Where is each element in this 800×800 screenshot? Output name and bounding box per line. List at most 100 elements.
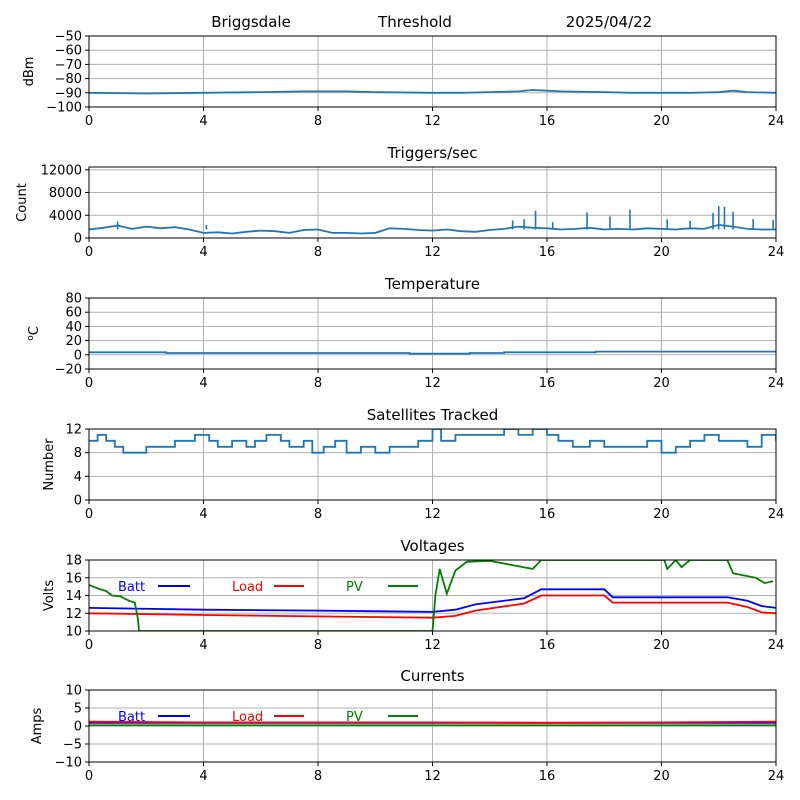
x-tick-label: 24: [768, 638, 785, 653]
x-tick-label: 4: [199, 638, 207, 653]
header-mode: Threshold: [377, 13, 452, 31]
series-line-load: [89, 594, 776, 619]
x-tick-label: 16: [539, 769, 556, 784]
y-tick-label: 12000: [41, 163, 82, 178]
chart-panel-1: 0 4 8 12 16 20 24 −100−90−80−70−60−50 dBm: [22, 30, 784, 130]
x-tick-label: 20: [653, 114, 670, 129]
chart-panel-5: 0 4 8 12 16 20 24 10 12 14 16 18 Voltages Volts Batt Lo…: [42, 537, 784, 653]
series-line-pv: [89, 560, 774, 631]
y-tick-label: 20: [65, 334, 82, 349]
x-tick-label: 16: [539, 245, 556, 260]
series-line-load: [89, 720, 776, 724]
x-tick-label: 8: [314, 114, 322, 129]
y-axis-label: dBm: [22, 57, 37, 87]
legend-label-pv: PV: [346, 710, 363, 725]
chart-title: Voltages: [400, 537, 464, 555]
x-tick-label: 8: [314, 769, 322, 784]
x-tick-label: 0: [85, 114, 93, 129]
legend-label-pv: PV: [346, 580, 363, 595]
x-tick-label: 0: [85, 376, 93, 391]
y-tick-label: −80: [55, 72, 82, 87]
chart-title: Temperature: [384, 275, 480, 293]
y-tick-label: 8000: [49, 186, 82, 201]
x-tick-label: 20: [653, 376, 670, 391]
header-station: Briggsdale: [211, 13, 291, 31]
legend-label-batt: Batt: [118, 710, 145, 725]
x-tick-label: 20: [653, 507, 670, 522]
chart-title: Triggers/sec: [387, 144, 478, 162]
x-tick-label: 20: [653, 638, 670, 653]
series-line-batt: [89, 588, 776, 613]
y-axis-label: oC: [26, 326, 42, 341]
x-tick-label: 24: [768, 507, 785, 522]
x-tick-label: 16: [539, 507, 556, 522]
y-tick-label: −90: [55, 86, 82, 101]
y-tick-label: 12: [65, 423, 82, 438]
chart-title: Satellites Tracked: [367, 406, 498, 424]
chart-panel-2: 0 4 8 12 16 20 24 0 4000 8000 12000 Triggers/sec Cou…: [15, 144, 784, 260]
y-tick-label: 0: [74, 348, 82, 363]
y-tick-label: 12: [65, 607, 82, 622]
y-tick-label: 16: [65, 571, 82, 586]
x-tick-label: 12: [424, 376, 441, 391]
x-tick-label: 8: [314, 507, 322, 522]
legend-label-load: Load: [232, 580, 263, 595]
y-tick-label: 40: [65, 320, 82, 335]
x-tick-label: 20: [653, 769, 670, 784]
x-tick-label: 0: [85, 507, 93, 522]
x-tick-label: 12: [424, 769, 441, 784]
x-tick-label: 4: [199, 507, 207, 522]
y-tick-label: −60: [55, 44, 82, 59]
x-tick-label: 8: [314, 376, 322, 391]
x-tick-label: 24: [768, 245, 785, 260]
x-tick-label: 8: [314, 638, 322, 653]
x-tick-label: 4: [199, 376, 207, 391]
x-tick-label: 20: [653, 245, 670, 260]
legend-label-load: Load: [232, 710, 263, 725]
x-tick-label: 16: [539, 114, 556, 129]
x-tick-label: 8: [314, 245, 322, 260]
x-tick-label: 12: [424, 507, 441, 522]
y-tick-label: 0: [74, 494, 82, 509]
y-tick-label: 18: [65, 554, 82, 569]
y-tick-label: 8: [74, 446, 82, 461]
y-tick-label: 80: [65, 292, 82, 307]
x-tick-label: 16: [539, 638, 556, 653]
x-tick-label: 4: [199, 245, 207, 260]
y-tick-label: −5: [63, 738, 82, 753]
series-line-1: [89, 429, 776, 454]
y-tick-label: 10: [65, 625, 82, 640]
series-line-1: [89, 89, 776, 95]
y-tick-label: 5: [74, 702, 82, 717]
x-tick-label: 4: [199, 769, 207, 784]
chart-panel-4: 0 4 8 12 16 20 24 0 4 8 12 Satellites Tracked Number: [42, 406, 784, 522]
x-tick-label: 24: [768, 769, 785, 784]
x-tick-label: 0: [85, 245, 93, 260]
chart-panel-6: 0 4 8 12 16 20 24 −10 −5 0 5 10 Currents Amps Batt Load…: [30, 667, 784, 784]
y-tick-label: 4: [74, 470, 82, 485]
y-tick-label: −100: [46, 101, 82, 116]
series-line-1: [89, 350, 776, 355]
y-tick-label: 60: [65, 306, 82, 321]
chart-title: Currents: [400, 667, 464, 685]
y-axis-label: Volts: [42, 580, 57, 612]
y-axis-label: Count: [15, 183, 30, 222]
header-date: 2025/04/22: [566, 13, 652, 31]
series-line-1: [89, 223, 776, 235]
y-tick-label: 0: [74, 720, 82, 735]
y-tick-label: 4000: [49, 209, 82, 224]
x-tick-label: 12: [424, 114, 441, 129]
y-tick-label: 14: [65, 589, 82, 604]
y-tick-label: 0: [74, 232, 82, 247]
y-tick-label: 10: [65, 684, 82, 699]
y-axis-label: Number: [42, 438, 57, 491]
x-tick-label: 0: [85, 638, 93, 653]
legend-label-batt: Batt: [118, 580, 145, 595]
x-tick-label: 16: [539, 376, 556, 391]
x-tick-label: 0: [85, 769, 93, 784]
x-tick-label: 24: [768, 376, 785, 391]
y-tick-label: −70: [55, 58, 82, 73]
